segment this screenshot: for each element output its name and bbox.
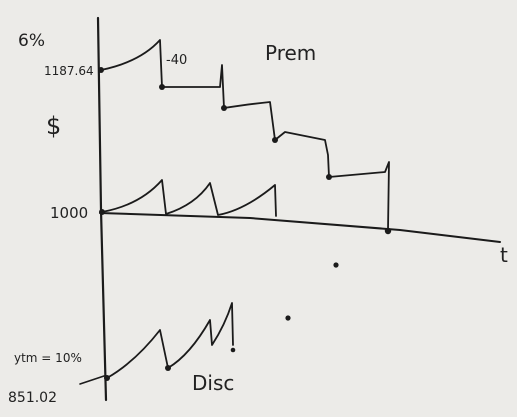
premium-start-dot <box>98 67 104 73</box>
par-price-path <box>101 179 277 217</box>
premium-price-label: 1187.64 <box>44 64 94 78</box>
premium-coupon-dot-2 <box>221 105 227 111</box>
discount-yield-note: ytm = 10% <box>14 351 82 365</box>
maturity-dot <box>384 227 392 235</box>
par-value-label: 1000 <box>50 204 88 222</box>
discount-label: Disc <box>192 371 234 395</box>
par-start-dot <box>99 209 105 215</box>
discount-extrapolation-dot-2 <box>285 315 291 321</box>
x-axis-time <box>99 212 501 243</box>
dollar-axis-label: $ <box>46 112 61 140</box>
drop-annotation: -40 <box>166 53 187 68</box>
discount-price-tick <box>79 375 105 385</box>
corner-note: 6% <box>18 31 45 51</box>
discount-coupon-dot <box>165 365 171 371</box>
discount-price-label: 851.02 <box>8 390 57 406</box>
premium-coupon-dot-4 <box>326 174 332 180</box>
premium-price-path <box>100 39 390 231</box>
premium-coupon-dot-3 <box>272 137 278 143</box>
discount-price-path <box>106 302 234 379</box>
premium-label: Prem <box>265 41 316 65</box>
discount-start-dot <box>104 375 110 381</box>
premium-coupon-dot-1 <box>159 84 165 90</box>
discount-extrapolation-dot-1 <box>333 262 339 268</box>
time-axis-label: t <box>500 243 508 267</box>
discount-extrapolation-dot-3 <box>230 347 236 353</box>
